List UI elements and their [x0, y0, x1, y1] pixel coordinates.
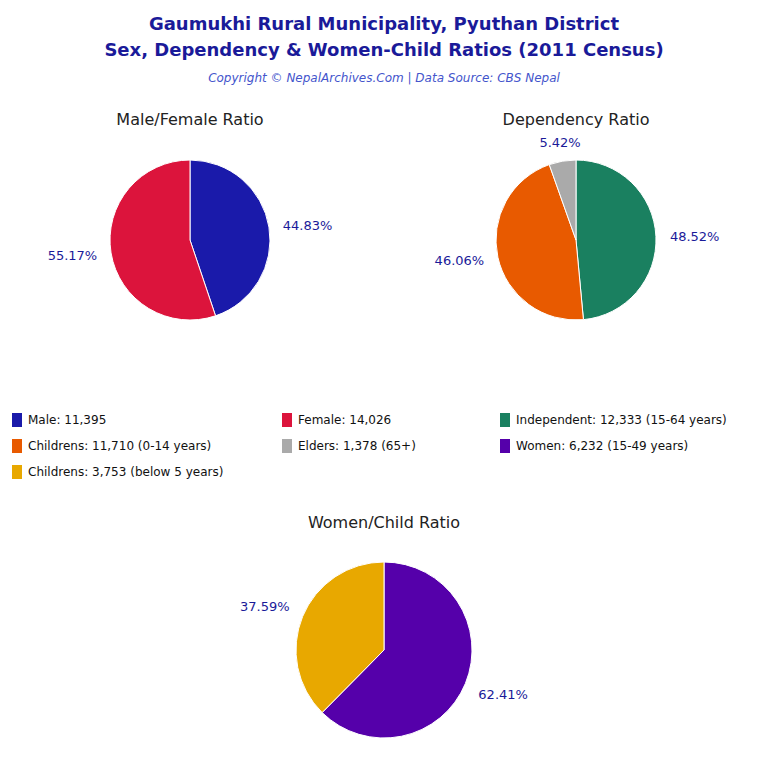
data-label: 44.83%	[283, 218, 333, 233]
legend-item: Childrens: 11,710 (0-14 years)	[12, 439, 211, 453]
data-labels: 62.41% 37.59%	[240, 599, 528, 702]
legend-label: Childrens: 3,753 (below 5 years)	[28, 465, 223, 479]
data-label: 46.06%	[435, 253, 485, 268]
legend-label: Female: 14,026	[298, 413, 391, 427]
chart-root: Gaumukhi Rural Municipality, Pyuthan Dis…	[0, 0, 768, 768]
data-label: 37.59%	[240, 599, 290, 614]
legend: Male: 11,395 Female: 14,026 Independent: 1…	[12, 413, 727, 479]
title: Gaumukhi Rural Municipality, Pyuthan Dis…	[149, 13, 619, 34]
legend-item: Elders: 1,378 (65+)	[282, 439, 416, 453]
slices	[110, 160, 270, 320]
legend-swatch	[282, 413, 292, 427]
legend-label: Childrens: 11,710 (0-14 years)	[28, 439, 211, 453]
pie-title: Male/Female Ratio	[116, 110, 263, 129]
pie-chart: Male/Female Ratio 44.83% 55.17%	[48, 110, 333, 320]
pie-title: Women/Child Ratio	[308, 513, 460, 532]
legend-swatch	[12, 465, 22, 479]
pie-chart: Women/Child Ratio 62.41% 37.59%	[240, 513, 528, 738]
pie-slice	[296, 562, 384, 713]
legend-swatch	[12, 439, 22, 453]
data-label: 62.41%	[478, 687, 528, 702]
pie-slice	[576, 160, 656, 320]
pie-slice	[110, 160, 216, 320]
slices	[496, 160, 656, 320]
legend-item: Female: 14,026	[282, 413, 391, 427]
slices	[296, 562, 472, 738]
legend-label: Male: 11,395	[28, 413, 106, 427]
legend-item: Independent: 12,333 (15-64 years)	[500, 413, 727, 427]
legend-swatch	[500, 439, 510, 453]
data-labels: 44.83% 55.17%	[48, 218, 333, 263]
legend-label: Women: 6,232 (15-49 years)	[516, 439, 688, 453]
legend-label: Independent: 12,333 (15-64 years)	[516, 413, 727, 427]
pie-slice	[549, 160, 576, 240]
pie-title: Dependency Ratio	[503, 110, 650, 129]
legend-item: Childrens: 3,753 (below 5 years)	[12, 465, 223, 479]
legend-item: Male: 11,395	[12, 413, 106, 427]
data-label: 55.17%	[48, 248, 98, 263]
data-labels: 48.52% 46.06% 5.42%	[435, 135, 720, 268]
background	[0, 0, 768, 768]
data-label: 5.42%	[539, 135, 580, 150]
annotation: Copyright © NepalArchives.Com | Data Sou…	[208, 71, 560, 85]
data-label: 48.52%	[670, 229, 720, 244]
legend-swatch	[12, 413, 22, 427]
legend-item: Women: 6,232 (15-49 years)	[500, 439, 688, 453]
legend-label: Elders: 1,378 (65+)	[298, 439, 416, 453]
subtitle: Sex, Dependency & Women-Child Ratios (20…	[104, 39, 663, 60]
legend-swatch	[500, 413, 510, 427]
pie-chart: Dependency Ratio 48.52% 46.06% 5.42%	[435, 110, 720, 320]
legend-swatch	[282, 439, 292, 453]
